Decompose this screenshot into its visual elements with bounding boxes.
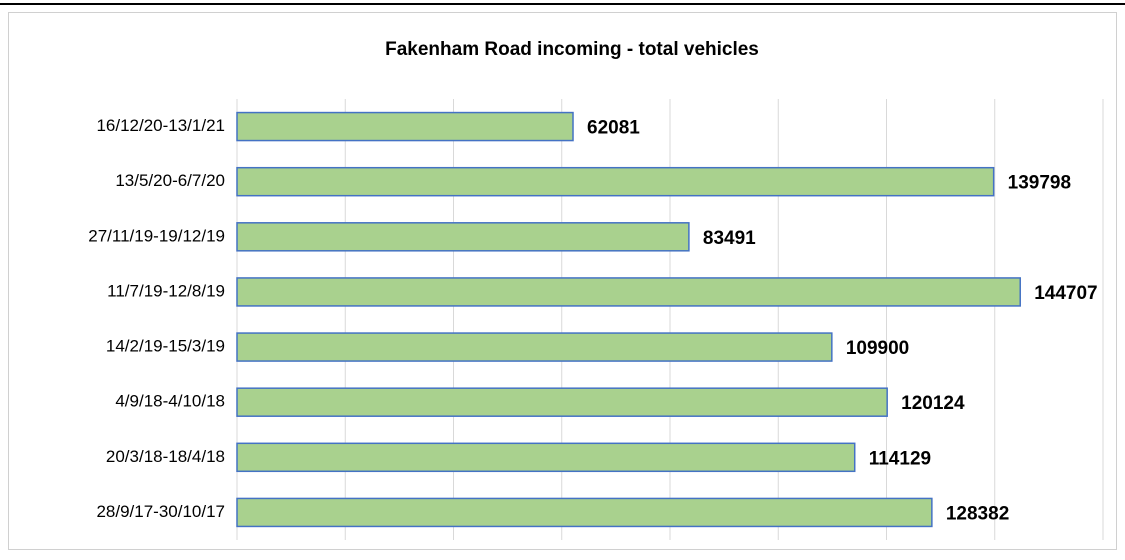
value-label: 83491 <box>703 228 756 249</box>
bar <box>236 442 856 473</box>
bar <box>236 332 833 362</box>
chart-title: Fakenham Road incoming - total vehicles <box>385 39 759 60</box>
y-tick-label: 11/7/19-12/8/19 <box>107 281 225 300</box>
bar <box>236 277 1021 307</box>
y-tick-label: 13/5/20-6/7/20 <box>115 171 225 190</box>
value-label: 62081 <box>587 118 640 139</box>
y-tick-label: 28/9/17-30/10/17 <box>96 502 225 521</box>
value-label: 139798 <box>1008 173 1071 194</box>
bar <box>236 222 690 252</box>
value-label: 120124 <box>901 393 965 414</box>
y-tick-label: 16/12/20-13/1/21 <box>96 116 225 135</box>
value-label: 128382 <box>946 503 1009 524</box>
y-tick-label: 14/2/19-15/3/19 <box>106 337 225 356</box>
bar <box>236 387 888 417</box>
y-tick-label: 20/3/18-18/4/18 <box>106 447 225 466</box>
y-tick-label: 27/11/19-19/12/19 <box>88 226 225 245</box>
value-label: 114129 <box>869 448 931 469</box>
value-label: 144707 <box>1034 283 1097 304</box>
y-tick-label: 4/9/18-4/10/18 <box>115 392 225 411</box>
bar <box>236 111 574 142</box>
value-label: 109900 <box>846 338 909 359</box>
bar <box>236 166 995 197</box>
bar <box>236 497 933 528</box>
